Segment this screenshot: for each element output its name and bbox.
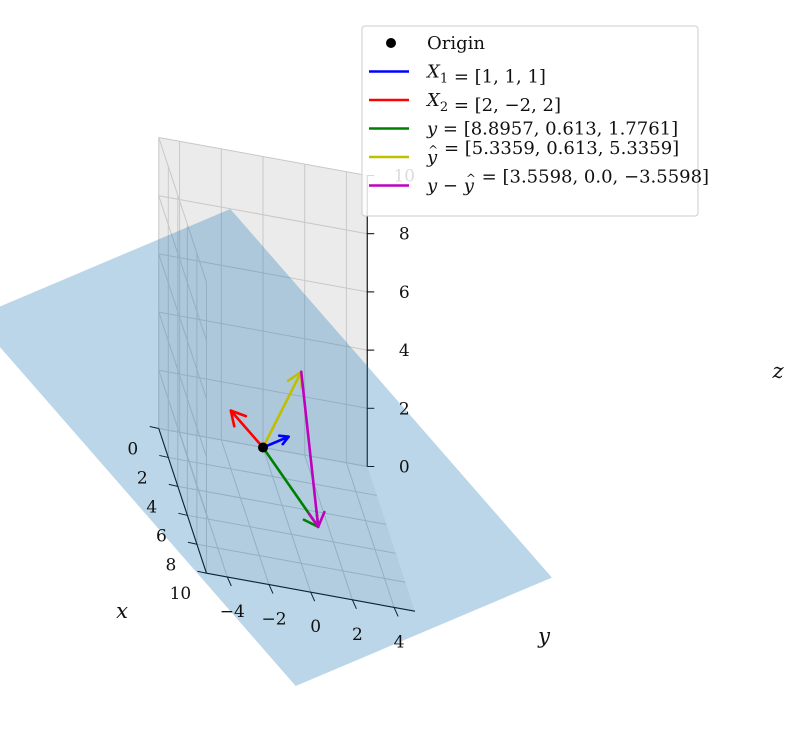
y-tick-4-tick <box>393 607 399 617</box>
legend-label-origin: Origin <box>427 33 485 54</box>
y-axis-label: y <box>537 624 551 648</box>
legend-label-x2: X2 = [2, −2, 2] <box>425 90 561 116</box>
legend-frame <box>361 25 699 217</box>
arrowhead-resid <box>307 510 326 529</box>
x-tick-4-tick <box>168 483 178 487</box>
grid-left-z <box>158 370 207 516</box>
plane-layer <box>0 209 552 686</box>
z-tick-8-label: 8 <box>399 225 410 245</box>
x-tick-6-label: 6 <box>156 526 167 546</box>
grid-right-z <box>158 253 368 293</box>
grid-left-z <box>158 253 207 399</box>
grid-floor-y <box>345 462 395 608</box>
legend-label-y: y = [8.8957, 0.613, 1.7761] <box>426 119 678 140</box>
vector-layer <box>229 370 326 529</box>
vector-x2 <box>229 409 265 449</box>
y-tick-2-label: 2 <box>352 625 363 645</box>
legend-marker-origin <box>386 38 396 48</box>
x-tick-0-tick <box>149 426 159 429</box>
vector-yhat <box>261 370 303 449</box>
x-tick-0-label: 0 <box>127 440 138 460</box>
z-tick-0-label: 0 <box>399 458 410 478</box>
x-tick-10-label: 10 <box>170 584 192 604</box>
x-tick-8-tick <box>187 541 198 545</box>
z-tick-4-label: 4 <box>399 341 410 361</box>
origin-point <box>258 442 268 453</box>
column-space-plane <box>0 209 552 686</box>
y-tick-4-label: 4 <box>394 632 405 652</box>
y-tick--2-label: −2 <box>261 610 286 630</box>
y-tick--2-tick <box>268 584 274 594</box>
x-tick-4-label: 4 <box>146 497 157 517</box>
vector-resid <box>299 370 320 529</box>
x-tick-6-tick <box>178 512 188 516</box>
y-tick-0-tick <box>310 591 316 602</box>
x-tick-10-tick <box>197 570 207 574</box>
grid-floor-y <box>262 447 312 593</box>
z-tick-2-label: 2 <box>399 399 410 419</box>
grid-left-z <box>158 195 207 341</box>
legend: Origin X1 = [1, 1, 1]X2 = [2, −2, 2] y = [… <box>361 25 709 217</box>
y-tick--4-label: −4 <box>220 602 245 622</box>
legend-label-yhat: y^ = [5.3359, 0.613, 5.3359] <box>426 138 679 168</box>
arrowhead-x2 <box>229 409 248 428</box>
z-tick-6-label: 6 <box>399 283 410 303</box>
legend-label-resid: y − y^ = [3.5598, 0.0, −3.5598] <box>426 167 709 197</box>
x-axis-label: x <box>116 599 128 623</box>
grid-right-z <box>158 195 368 235</box>
arrowhead-x1 <box>277 434 290 446</box>
grid-right-z <box>158 311 368 351</box>
grid-lines <box>158 137 416 612</box>
x-tick-2-label: 2 <box>137 468 148 488</box>
legend-label-x1: X1 = [1, 1, 1] <box>425 62 546 88</box>
grid-right-z <box>158 369 368 409</box>
grid-left-z <box>158 311 207 457</box>
x-tick-8-label: 8 <box>165 555 176 575</box>
x-axis-line <box>158 428 207 574</box>
grid-floor-y <box>220 439 270 585</box>
y-tick--4-tick <box>226 576 232 587</box>
grid-right-z <box>158 137 368 176</box>
grid-left-z <box>158 137 207 283</box>
x-tick-2-tick <box>159 454 169 458</box>
y-tick-0-label: 0 <box>310 617 321 637</box>
z-axis-label: z <box>771 359 784 383</box>
y-tick-2-tick <box>351 599 357 610</box>
tick-marks <box>149 175 399 617</box>
